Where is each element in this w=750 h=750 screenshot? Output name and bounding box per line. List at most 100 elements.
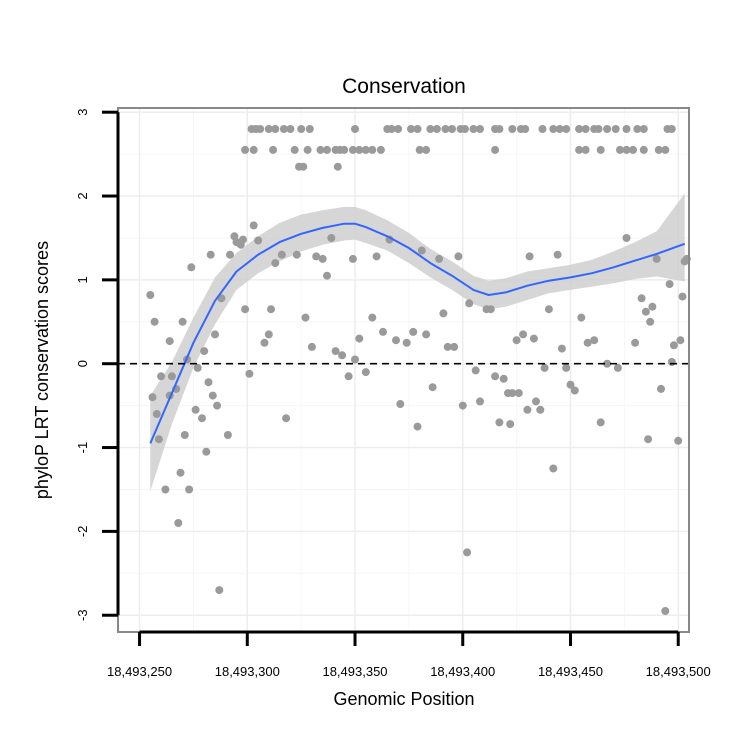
data-point (476, 125, 484, 133)
x-tick-label: 18,493,250 (107, 664, 172, 679)
smooth-line-layer (149, 222, 686, 444)
data-point (460, 125, 469, 133)
data-point (519, 330, 528, 339)
data-point (525, 252, 534, 261)
data-point (454, 252, 463, 261)
data-point (428, 383, 437, 392)
data-point (200, 347, 209, 356)
data-point (174, 519, 183, 527)
data-point (148, 393, 157, 402)
data-point (409, 327, 418, 336)
x-tick-label: 18,493,300 (215, 664, 280, 679)
data-point (532, 397, 540, 406)
y-tick-label: -1 (75, 442, 90, 454)
data-point (165, 337, 174, 346)
data-point (413, 422, 422, 431)
data-point (631, 338, 640, 347)
data-point (338, 351, 347, 360)
data-point (193, 363, 202, 372)
grid (118, 108, 689, 632)
data-point (562, 363, 571, 372)
data-point (463, 548, 472, 557)
data-point (271, 125, 280, 133)
y-tick-label: -3 (75, 609, 90, 621)
x-tick-label: 18,493,450 (538, 664, 603, 679)
data-point (654, 145, 663, 154)
data-point (215, 586, 224, 595)
data-point (323, 271, 331, 280)
data-point (596, 418, 605, 427)
data-point (146, 291, 155, 299)
data-point (178, 317, 187, 326)
data-point (307, 342, 316, 351)
points-layer (146, 125, 691, 615)
data-point (667, 358, 676, 366)
data-point (622, 145, 631, 154)
data-point (241, 145, 250, 154)
data-point (646, 317, 655, 326)
data-point (506, 420, 515, 429)
data-point (241, 305, 250, 314)
data-point (491, 372, 500, 381)
data-point (379, 327, 387, 336)
data-point (157, 372, 166, 381)
data-point (264, 330, 273, 339)
data-point (581, 125, 590, 133)
data-point (361, 145, 370, 154)
data-point (154, 435, 163, 444)
data-point (249, 145, 258, 154)
data-point (486, 305, 495, 314)
data-point (402, 338, 411, 347)
y-tick-label: 1 (75, 276, 90, 283)
data-point (512, 336, 521, 345)
data-point (448, 125, 456, 133)
data-point (637, 294, 646, 303)
data-point (331, 347, 340, 356)
data-point (333, 162, 342, 171)
data-point (299, 162, 308, 171)
data-point (167, 372, 176, 381)
data-point (185, 485, 194, 494)
data-point (355, 334, 364, 343)
data-point (465, 299, 474, 308)
data-point (536, 405, 545, 414)
data-point (633, 125, 642, 133)
data-point (372, 252, 381, 261)
data-point (269, 145, 278, 154)
y-tick-label: 2 (75, 192, 90, 199)
data-point (344, 372, 353, 381)
y-tick-label: 0 (75, 360, 90, 367)
data-point (290, 145, 299, 154)
data-point (417, 246, 426, 255)
data-point (458, 401, 467, 410)
data-point (239, 235, 247, 244)
data-point (603, 359, 612, 368)
smooth-line (149, 222, 686, 444)
data-point (323, 145, 331, 154)
data-point (521, 125, 530, 133)
data-point (577, 313, 586, 322)
data-point (676, 336, 685, 345)
data-point (450, 342, 459, 351)
data-point (540, 363, 549, 372)
data-point (226, 250, 234, 259)
data-point (562, 125, 571, 133)
confidence-band-layer (150, 193, 685, 492)
data-point (191, 405, 200, 414)
y-tick-label: -2 (75, 526, 90, 538)
data-point (661, 145, 670, 154)
data-point (264, 125, 273, 133)
data-point (279, 125, 288, 133)
data-point (348, 145, 357, 154)
data-point (176, 468, 185, 477)
chart-title: Conservation (342, 75, 466, 98)
data-point (305, 125, 314, 133)
data-point (629, 145, 637, 154)
data-point (348, 254, 357, 263)
data-point (368, 145, 377, 154)
data-point (514, 389, 523, 398)
data-point (303, 145, 312, 154)
y-axis: -3 -2 -1 0 1 2 3 (75, 109, 120, 621)
data-point (297, 125, 306, 133)
